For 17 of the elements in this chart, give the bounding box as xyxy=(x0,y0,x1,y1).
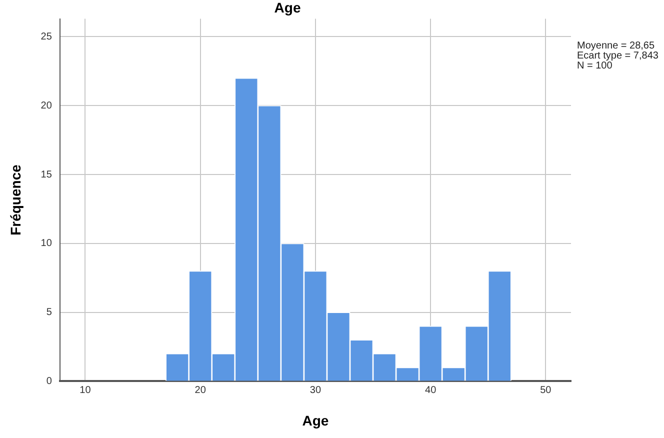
x-tick-label: 50 xyxy=(540,384,552,396)
y-tick-label: 25 xyxy=(40,31,52,42)
x-axis-title: Age xyxy=(302,412,329,428)
y-axis-title: Fréquence xyxy=(7,164,24,236)
x-tick-label: 10 xyxy=(80,384,92,396)
y-tick-label: 10 xyxy=(40,238,52,250)
chart-title: Age xyxy=(274,0,301,16)
y-tick-label: 0 xyxy=(46,376,52,387)
text: N = 100 xyxy=(577,60,613,72)
x-tick-label: 30 xyxy=(310,384,322,396)
y-tick-label: 20 xyxy=(40,100,52,112)
text: Moyenne = 28,65 xyxy=(577,40,655,52)
text: Ecart type = 7,843 xyxy=(577,50,659,62)
y-tick-label: 5 xyxy=(46,307,52,318)
y-tick-label: 15 xyxy=(40,169,52,180)
x-tick-label: 40 xyxy=(425,384,437,396)
x-tick-label: 20 xyxy=(194,384,206,396)
